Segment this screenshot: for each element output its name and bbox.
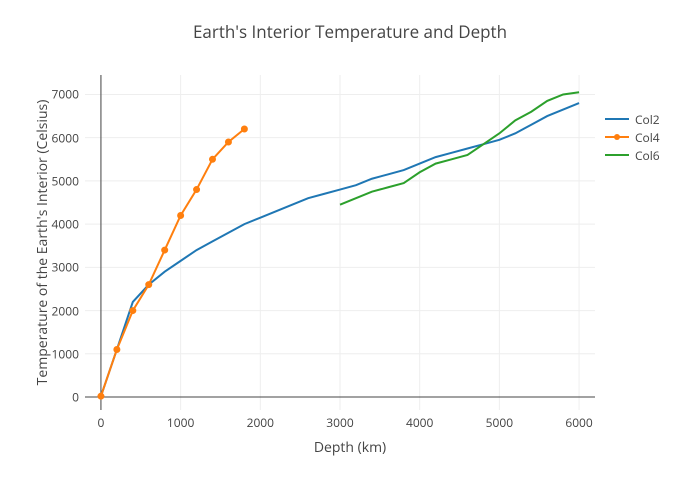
- chart-title: Earth's Interior Temperature and Depth: [0, 0, 700, 43]
- legend-swatch: [605, 131, 629, 143]
- legend-label: Col4: [635, 129, 660, 146]
- marker-Col4[interactable]: [194, 187, 200, 193]
- legend-swatch: [605, 113, 629, 125]
- y-tick-label: 5000: [52, 172, 85, 189]
- x-tick-label: 0: [98, 410, 105, 431]
- plot-area: 0100020003000400050006000010002000300040…: [85, 75, 595, 410]
- x-axis-label: Depth (km): [0, 438, 700, 457]
- x-tick-label: 6000: [565, 410, 592, 431]
- y-axis-label: Temperature of the Earth's Interior (Cel…: [33, 75, 52, 410]
- series-Col4[interactable]: [101, 129, 244, 396]
- x-tick-label: 1000: [167, 410, 194, 431]
- y-tick-label: 2000: [52, 302, 85, 319]
- legend-item-Col6[interactable]: Col6: [605, 146, 660, 164]
- y-tick-label: 7000: [52, 86, 85, 103]
- y-tick-label: 4000: [52, 216, 85, 233]
- series-Col6[interactable]: [340, 92, 579, 204]
- legend-label: Col2: [635, 111, 660, 128]
- chart-container: Earth's Interior Temperature and Depth 0…: [0, 0, 700, 500]
- x-tick-label: 2000: [247, 410, 274, 431]
- x-tick-label: 5000: [486, 410, 513, 431]
- x-tick-label: 4000: [406, 410, 433, 431]
- marker-Col4[interactable]: [114, 346, 120, 352]
- marker-Col4[interactable]: [146, 282, 152, 288]
- marker-Col4[interactable]: [162, 247, 168, 253]
- marker-Col4[interactable]: [241, 126, 247, 132]
- marker-Col4[interactable]: [98, 393, 104, 399]
- legend: Col2Col4Col6: [605, 110, 660, 164]
- y-tick-label: 0: [72, 389, 85, 406]
- chart-svg: [85, 75, 595, 410]
- legend-label: Col6: [635, 147, 660, 164]
- legend-item-Col4[interactable]: Col4: [605, 128, 660, 146]
- y-tick-label: 6000: [52, 129, 85, 146]
- marker-Col4[interactable]: [178, 212, 184, 218]
- legend-item-Col2[interactable]: Col2: [605, 110, 660, 128]
- marker-Col4[interactable]: [225, 139, 231, 145]
- marker-Col4[interactable]: [210, 156, 216, 162]
- y-tick-label: 3000: [52, 259, 85, 276]
- legend-swatch: [605, 149, 629, 161]
- marker-Col4[interactable]: [130, 308, 136, 314]
- y-tick-label: 1000: [52, 345, 85, 362]
- x-tick-label: 3000: [326, 410, 353, 431]
